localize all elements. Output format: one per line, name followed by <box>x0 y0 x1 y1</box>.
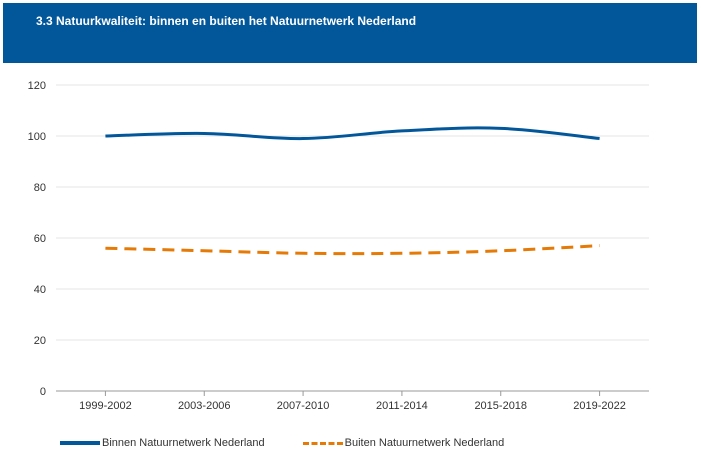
legend-label-inside: Binnen Natuurnetwerk Nederland <box>102 437 265 449</box>
y-tick-label: 20 <box>34 335 46 347</box>
legend-label-outside: Buiten Natuurnetwerk Nederland <box>344 437 505 449</box>
series-line-inside <box>105 126 600 141</box>
x-tick-label: 2015-2018 <box>474 400 527 412</box>
y-tick-label: 80 <box>34 182 46 194</box>
series-point-inside <box>598 137 602 141</box>
y-tick-label: 40 <box>34 284 46 296</box>
y-tick-label: 100 <box>28 131 46 143</box>
series-point-outside <box>103 246 107 250</box>
x-tick-label: 2019-2022 <box>573 400 626 412</box>
legend-swatch-outside <box>302 441 343 445</box>
chart-title: 3.3 Natuurkwaliteit: binnen en buiten he… <box>36 14 417 28</box>
series-point-outside <box>400 251 404 255</box>
series-point-inside <box>499 126 503 130</box>
series-point-inside <box>202 131 206 135</box>
legend-item-inside[interactable]: Binnen Natuurnetwerk Nederland <box>60 437 265 449</box>
x-tick-label: 1999-2002 <box>79 400 132 412</box>
y-tick-label: 120 <box>28 80 46 92</box>
series-line-outside <box>105 244 600 256</box>
x-tick-label: 2011-2014 <box>376 400 428 412</box>
x-tick-label: 2003-2006 <box>178 400 231 412</box>
y-tick-label: 60 <box>34 233 46 245</box>
series-point-outside <box>598 244 602 248</box>
series-point-outside <box>301 251 305 255</box>
legend-item-outside[interactable]: Buiten Natuurnetwerk Nederland <box>302 437 505 449</box>
series-point-inside <box>301 137 305 141</box>
series-point-outside <box>499 249 503 253</box>
legend-swatch-inside <box>60 441 100 445</box>
series-point-inside <box>400 129 404 133</box>
x-tick-label: 2007-2010 <box>277 400 330 412</box>
legend: Binnen Natuurnetwerk Nederland Buiten Na… <box>60 434 542 452</box>
header-banner: 3.3 Natuurkwaliteit: binnen en buiten he… <box>3 3 697 63</box>
series-point-inside <box>103 134 107 138</box>
series-point-outside <box>202 249 206 253</box>
y-tick-label: 0 <box>40 386 46 398</box>
